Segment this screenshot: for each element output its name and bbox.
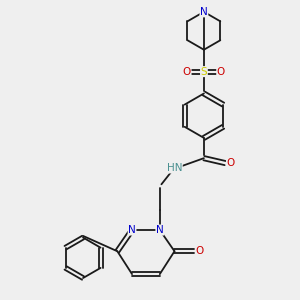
- Text: HN: HN: [167, 163, 182, 173]
- Text: O: O: [183, 67, 191, 76]
- Text: N: N: [128, 225, 136, 235]
- Text: N: N: [200, 7, 208, 17]
- Text: O: O: [217, 67, 225, 76]
- Text: S: S: [201, 67, 207, 76]
- Text: O: O: [226, 158, 235, 168]
- Text: N: N: [156, 225, 164, 235]
- Text: O: O: [196, 246, 204, 256]
